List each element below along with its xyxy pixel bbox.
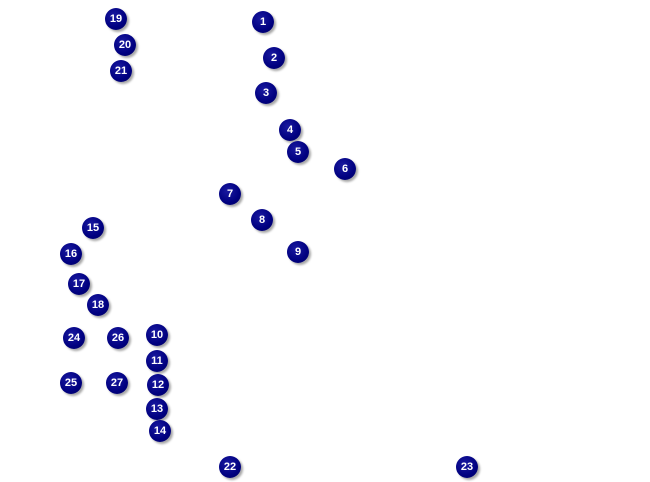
map-marker-9[interactable]: 9 bbox=[287, 241, 309, 263]
map-marker-21[interactable]: 21 bbox=[110, 60, 132, 82]
map-marker-13[interactable]: 13 bbox=[146, 398, 168, 420]
map-marker-1[interactable]: 1 bbox=[252, 11, 274, 33]
map-marker-4[interactable]: 4 bbox=[279, 119, 301, 141]
map-marker-18[interactable]: 18 bbox=[87, 294, 109, 316]
map-marker-14[interactable]: 14 bbox=[149, 420, 171, 442]
map-marker-2[interactable]: 2 bbox=[263, 47, 285, 69]
map-marker-19[interactable]: 19 bbox=[105, 8, 127, 30]
map-marker-16[interactable]: 16 bbox=[60, 243, 82, 265]
map-marker-10[interactable]: 10 bbox=[146, 324, 168, 346]
map-marker-3[interactable]: 3 bbox=[255, 82, 277, 104]
map-marker-5[interactable]: 5 bbox=[287, 141, 309, 163]
map-marker-15[interactable]: 15 bbox=[82, 217, 104, 239]
map-marker-20[interactable]: 20 bbox=[114, 34, 136, 56]
map-marker-26[interactable]: 26 bbox=[107, 327, 129, 349]
map-marker-24[interactable]: 24 bbox=[63, 327, 85, 349]
map-marker-25[interactable]: 25 bbox=[60, 372, 82, 394]
map-marker-22[interactable]: 22 bbox=[219, 456, 241, 478]
map-marker-7[interactable]: 7 bbox=[219, 183, 241, 205]
map-marker-17[interactable]: 17 bbox=[68, 273, 90, 295]
map-marker-23[interactable]: 23 bbox=[456, 456, 478, 478]
map-marker-8[interactable]: 8 bbox=[251, 209, 273, 231]
map-marker-6[interactable]: 6 bbox=[334, 158, 356, 180]
map-marker-12[interactable]: 12 bbox=[147, 374, 169, 396]
map-marker-11[interactable]: 11 bbox=[146, 350, 168, 372]
map-marker-27[interactable]: 27 bbox=[106, 372, 128, 394]
